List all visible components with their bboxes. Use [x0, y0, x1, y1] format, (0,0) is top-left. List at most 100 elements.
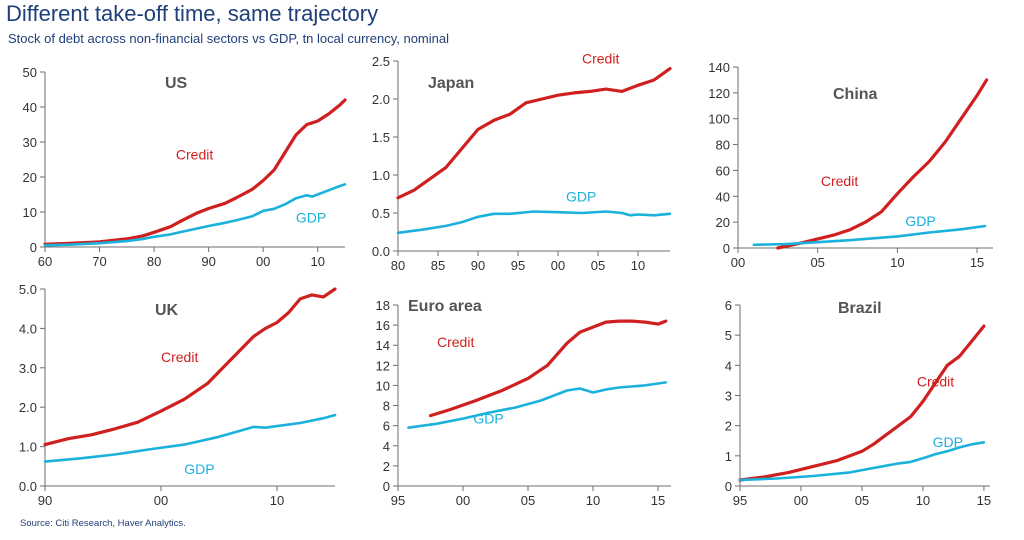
y-tick-label: 3.0	[19, 361, 37, 376]
credit-series-label: Credit	[161, 349, 198, 365]
y-tick-label: 0.5	[372, 206, 390, 221]
chart-uk: 0.0 1.0 2.0 3.0 4.0 5.0 90 00 10 UK Credit GDP	[19, 282, 337, 508]
x-tick-label: 00	[154, 493, 168, 508]
x-tick-label: 80	[147, 254, 161, 269]
credit-series-label: Credit	[582, 50, 619, 66]
y-tick-label: 6	[383, 419, 390, 434]
y-tick-label: 100	[708, 112, 730, 127]
y-tick-label: 0	[725, 479, 732, 494]
y-tick-label: 0	[383, 479, 390, 494]
y-tick-label: 30	[23, 135, 37, 150]
y-tick-label: 1.0	[19, 440, 37, 455]
x-tick-label: 00	[794, 493, 808, 508]
x-tick-label: 10	[631, 258, 645, 273]
gdp-series-label: GDP	[296, 210, 326, 226]
y-tick-label: 2	[725, 419, 732, 434]
y-tick-label: 60	[716, 163, 730, 178]
y-tick-label: 14	[376, 338, 390, 353]
x-tick-label: 15	[970, 255, 984, 270]
credit-series-line	[428, 319, 668, 418]
x-tick-label: 15	[651, 493, 665, 508]
y-tick-label: 6	[725, 298, 732, 313]
x-tick-label: 70	[92, 254, 106, 269]
y-tick-label: 0.0	[372, 244, 390, 259]
y-tick-label: 40	[716, 189, 730, 204]
gdp-series-line	[407, 381, 668, 429]
y-tick-label: 12	[376, 358, 390, 373]
x-tick-label: 10	[270, 493, 284, 508]
x-tick-label: 00	[731, 255, 745, 270]
y-tick-label: 16	[376, 318, 390, 333]
x-tick-label: 00	[456, 493, 470, 508]
gdp-series-line	[738, 441, 986, 482]
x-tick-label: 95	[391, 493, 405, 508]
x-tick-label: 05	[810, 255, 824, 270]
x-tick-label: 05	[855, 493, 869, 508]
y-tick-label: 1.5	[372, 130, 390, 145]
x-tick-label: 00	[551, 258, 565, 273]
x-tick-label: 10	[916, 493, 930, 508]
credit-series-line	[738, 324, 986, 482]
x-tick-label: 60	[38, 254, 52, 269]
x-tick-label: 95	[733, 493, 747, 508]
x-tick-label: 90	[201, 254, 215, 269]
panel-title: Japan	[428, 75, 474, 92]
y-tick-label: 20	[716, 215, 730, 230]
credit-series-line	[43, 98, 347, 246]
y-tick-label: 20	[23, 170, 37, 185]
x-tick-label: 90	[471, 258, 485, 273]
chart-us: 0 10 20 30 40 50 60 70 80 90 00 10 US Credit GDP	[23, 65, 347, 269]
y-tick-label: 3	[725, 389, 732, 404]
x-tick-label: 85	[431, 258, 445, 273]
credit-series-line	[43, 287, 337, 447]
gdp-series-label: GDP	[905, 213, 935, 229]
credit-series-line	[776, 78, 989, 250]
x-tick-label: 10	[890, 255, 904, 270]
panel-title: US	[165, 75, 188, 92]
y-tick-label: 0	[723, 241, 730, 256]
y-tick-label: 18	[376, 298, 390, 313]
credit-series-label: Credit	[437, 334, 474, 350]
x-tick-label: 95	[511, 258, 525, 273]
x-tick-label: 05	[521, 493, 535, 508]
y-tick-label: 1	[725, 449, 732, 464]
y-tick-label: 2	[383, 459, 390, 474]
x-tick-label: 80	[391, 258, 405, 273]
page-subtitle: Stock of debt across non-financial secto…	[8, 31, 449, 46]
gdp-series-line	[752, 224, 987, 247]
y-tick-label: 50	[23, 65, 37, 80]
y-tick-label: 10	[376, 378, 390, 393]
y-tick-label: 4.0	[19, 321, 37, 336]
y-tick-label: 0	[30, 240, 37, 255]
panel-title: China	[833, 86, 878, 103]
y-tick-label: 80	[716, 138, 730, 153]
credit-series-line	[396, 66, 672, 200]
panel-title: UK	[155, 302, 179, 319]
page-title: Different take-off time, same trajectory	[6, 1, 379, 26]
y-tick-label: 120	[708, 86, 730, 101]
credit-series-label: Credit	[176, 147, 213, 163]
y-tick-label: 10	[23, 205, 37, 220]
source-note: Source: Citi Research, Haver Analytics.	[20, 518, 186, 529]
y-tick-label: 0.0	[19, 479, 37, 494]
y-tick-label: 1.0	[372, 168, 390, 183]
gdp-series-line	[43, 183, 347, 247]
gdp-series-label: GDP	[933, 434, 963, 450]
x-tick-label: 90	[38, 493, 52, 508]
x-tick-label: 15	[977, 493, 991, 508]
credit-series-label: Credit	[821, 173, 858, 189]
y-tick-label: 40	[23, 100, 37, 115]
panel-title: Euro area	[408, 298, 482, 315]
chart-china: 0 20 40 60 80 100 120 140 00 05 10 15 China Credit GDP	[708, 60, 993, 270]
gdp-series-line	[396, 210, 672, 235]
y-tick-label: 2.5	[372, 54, 390, 69]
y-tick-label: 140	[708, 60, 730, 75]
y-tick-label: 4	[725, 358, 732, 373]
chart-euro-area: 0 2 4 6 8 10 12 14 16 18 95 00 05 10 15 Euro area Credit…	[376, 298, 671, 508]
chart-japan: 0.0 0.5 1.0 1.5 2.0 2.5 80 85 90 95 00 05 10 Japan Cre…	[372, 50, 672, 273]
gdp-series-label: GDP	[566, 189, 596, 205]
y-tick-label: 2.0	[372, 92, 390, 107]
x-tick-label: 10	[586, 493, 600, 508]
x-tick-label: 00	[256, 254, 270, 269]
x-tick-label: 10	[310, 254, 324, 269]
